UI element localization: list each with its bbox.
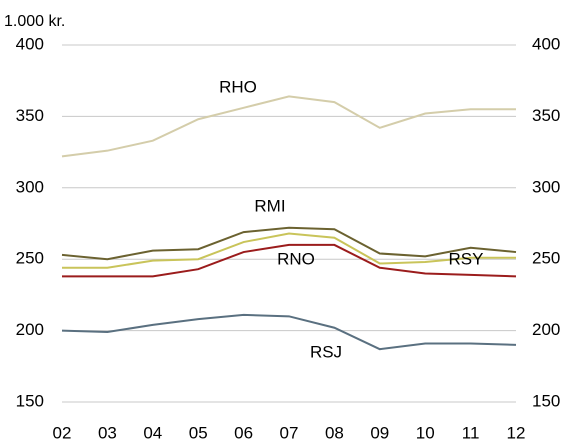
- y2-tick-label: 200: [532, 320, 560, 339]
- series-label: RSJ: [310, 342, 342, 361]
- unit-label: 1.000 kr.: [4, 13, 65, 30]
- x-tick-label: 10: [416, 423, 435, 441]
- y-tick-label: 400: [16, 34, 44, 53]
- x-tick-label: 09: [370, 423, 389, 441]
- series-label: RHO: [219, 77, 257, 96]
- y-tick-label: 350: [16, 106, 44, 125]
- x-tick-label: 06: [234, 423, 253, 441]
- y-tick-label: 150: [16, 391, 44, 410]
- x-tick-label: 04: [143, 423, 162, 441]
- series-label: RSY: [449, 249, 484, 268]
- x-tick-label: 07: [280, 423, 299, 441]
- series-label: RNO: [277, 249, 315, 268]
- y2-tick-label: 250: [532, 249, 560, 268]
- x-tick-label: 02: [53, 423, 72, 441]
- y-tick-label: 300: [16, 177, 44, 196]
- x-tick-label: 11: [462, 423, 480, 441]
- x-tick-label: 12: [507, 423, 526, 441]
- y-tick-label: 200: [16, 320, 44, 339]
- series-line: [61, 313, 517, 351]
- series-label: RMI: [254, 196, 285, 215]
- y-tick-label: 250: [16, 249, 44, 268]
- series-line: [61, 95, 516, 158]
- y2-tick-label: 300: [532, 177, 560, 196]
- series-line: [62, 232, 516, 269]
- x-tick-label: 08: [325, 423, 344, 441]
- series-line: [62, 243, 517, 278]
- x-tick-label: 03: [98, 423, 117, 441]
- y2-tick-label: 350: [532, 106, 560, 125]
- y2-tick-label: 400: [532, 34, 560, 53]
- series-line: [61, 226, 517, 261]
- x-tick-label: 05: [189, 423, 208, 441]
- y2-tick-label: 150: [532, 391, 560, 410]
